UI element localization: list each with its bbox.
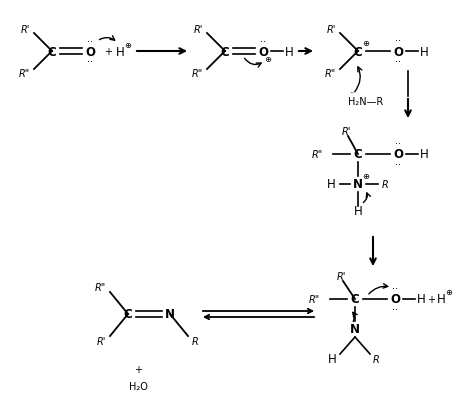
Text: R": R" bbox=[19, 69, 30, 79]
Text: H: H bbox=[328, 353, 337, 366]
Text: R": R" bbox=[325, 69, 336, 79]
Text: ··: ·· bbox=[395, 139, 401, 148]
Text: C: C bbox=[351, 293, 359, 306]
Text: O: O bbox=[258, 45, 268, 58]
Text: ··: ·· bbox=[392, 283, 398, 293]
Text: R": R" bbox=[312, 150, 323, 160]
Text: ··: ·· bbox=[392, 304, 398, 314]
Text: R': R' bbox=[97, 336, 106, 346]
Text: ··: ·· bbox=[87, 37, 93, 47]
Text: R": R" bbox=[309, 294, 320, 304]
Text: H: H bbox=[327, 178, 336, 191]
Text: R': R' bbox=[21, 25, 30, 35]
Text: R": R" bbox=[95, 282, 106, 292]
Text: H: H bbox=[116, 45, 124, 58]
Text: O: O bbox=[393, 148, 403, 161]
Text: R: R bbox=[373, 354, 380, 364]
Text: H: H bbox=[419, 45, 428, 58]
Text: R': R' bbox=[327, 25, 336, 35]
Text: C: C bbox=[124, 308, 132, 321]
Text: C: C bbox=[220, 45, 229, 58]
Text: ⊕: ⊕ bbox=[363, 38, 370, 47]
Text: N: N bbox=[165, 308, 175, 321]
Text: ··: ·· bbox=[87, 57, 93, 67]
Text: ⊕: ⊕ bbox=[446, 288, 453, 297]
Text: ··: ·· bbox=[395, 36, 401, 46]
Text: O: O bbox=[85, 45, 95, 58]
Text: +: + bbox=[427, 294, 435, 304]
Text: R: R bbox=[382, 180, 389, 189]
Text: H₂N—R: H₂N—R bbox=[348, 97, 383, 107]
Text: C: C bbox=[354, 45, 363, 58]
Text: ⊕: ⊕ bbox=[363, 172, 370, 181]
Text: R: R bbox=[192, 336, 199, 346]
Text: H: H bbox=[419, 148, 428, 161]
Text: +: + bbox=[104, 47, 112, 57]
Text: H: H bbox=[284, 45, 293, 58]
Text: +: + bbox=[134, 364, 142, 374]
Text: ··: ·· bbox=[349, 89, 355, 98]
Text: R': R' bbox=[193, 25, 203, 35]
Text: N: N bbox=[350, 323, 360, 336]
Text: R': R' bbox=[337, 271, 346, 281]
Text: H: H bbox=[437, 293, 446, 306]
Text: N: N bbox=[353, 178, 363, 191]
Text: H: H bbox=[417, 293, 425, 306]
Text: R": R" bbox=[192, 69, 203, 79]
Text: C: C bbox=[354, 148, 363, 161]
Text: ··: ·· bbox=[395, 160, 401, 170]
Text: ··: ·· bbox=[260, 37, 266, 47]
Text: C: C bbox=[47, 45, 56, 58]
Text: R': R' bbox=[341, 127, 351, 137]
Text: H: H bbox=[354, 205, 363, 218]
Text: H₂O: H₂O bbox=[128, 381, 147, 391]
Text: ⊕: ⊕ bbox=[125, 40, 131, 49]
Text: ··: ·· bbox=[395, 57, 401, 67]
Text: ⊕: ⊕ bbox=[264, 55, 272, 64]
Text: O: O bbox=[390, 293, 400, 306]
Text: O: O bbox=[393, 45, 403, 58]
